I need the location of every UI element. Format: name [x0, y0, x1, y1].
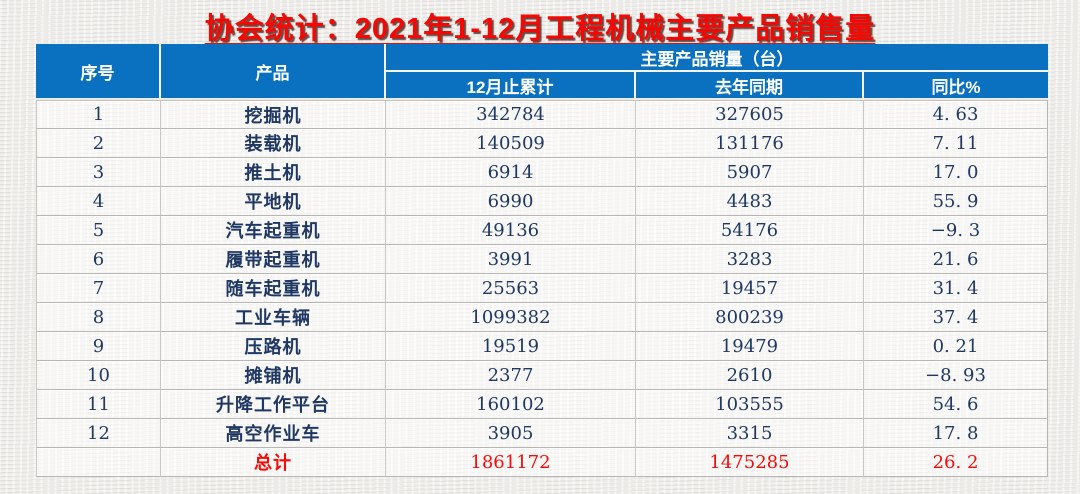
total-lastyear-value: 1475285: [636, 448, 864, 477]
row-index: 3: [36, 158, 161, 187]
yoy-value: −9. 3: [864, 216, 1048, 245]
total-row: 总计 1861172 1475285 26. 2: [36, 448, 1048, 477]
row-index: 9: [36, 332, 161, 361]
table-row: 4 平地机 6990 4483 55. 9: [36, 187, 1048, 216]
product-name: 摊铺机: [161, 361, 386, 390]
cumulative-value: 3991: [386, 245, 636, 274]
lastyear-value: 800239: [636, 303, 864, 332]
yoy-value: 37. 4: [864, 303, 1048, 332]
table-row: 12 高空作业车 3905 3315 17. 8: [36, 419, 1048, 448]
cumulative-value: 6914: [386, 158, 636, 187]
product-name: 压路机: [161, 332, 386, 361]
product-name: 履带起重机: [161, 245, 386, 274]
table-row: 10 摊铺机 2377 2610 −8. 93: [36, 361, 1048, 390]
lastyear-value: 19479: [636, 332, 864, 361]
row-index: 7: [36, 274, 161, 303]
table-row: 11 升降工作平台 160102 103555 54. 6: [36, 390, 1048, 419]
yoy-value: 4. 63: [864, 100, 1048, 129]
yoy-value: 54. 6: [864, 390, 1048, 419]
row-index: 1: [36, 100, 161, 129]
yoy-value: 0. 21: [864, 332, 1048, 361]
total-cumulative-value: 1861172: [386, 448, 636, 477]
table-row: 9 压路机 19519 19479 0. 21: [36, 332, 1048, 361]
cumulative-value: 140509: [386, 129, 636, 158]
row-index: 5: [36, 216, 161, 245]
lastyear-value: 131176: [636, 129, 864, 158]
col-header-yoy: 同比%: [864, 72, 1048, 100]
yoy-value: −8. 93: [864, 361, 1048, 390]
product-name: 汽车起重机: [161, 216, 386, 245]
total-yoy-value: 26. 2: [864, 448, 1048, 477]
product-name: 升降工作平台: [161, 390, 386, 419]
product-name: 工业车辆: [161, 303, 386, 332]
cumulative-value: 19519: [386, 332, 636, 361]
product-name: 推土机: [161, 158, 386, 187]
yoy-value: 21. 6: [864, 245, 1048, 274]
product-name: 随车起重机: [161, 274, 386, 303]
cumulative-value: 1099382: [386, 303, 636, 332]
lastyear-value: 103555: [636, 390, 864, 419]
row-index: 2: [36, 129, 161, 158]
row-index: 10: [36, 361, 161, 390]
cumulative-value: 2377: [386, 361, 636, 390]
total-row-empty-index: [36, 448, 161, 477]
product-name: 平地机: [161, 187, 386, 216]
row-index: 6: [36, 245, 161, 274]
lastyear-value: 3283: [636, 245, 864, 274]
row-index: 11: [36, 390, 161, 419]
col-header-index: 序号: [36, 44, 161, 100]
table-row: 2 装载机 140509 131176 7. 11: [36, 129, 1048, 158]
col-header-product: 产品: [161, 44, 386, 100]
cumulative-value: 6990: [386, 187, 636, 216]
total-label: 总计: [161, 448, 386, 477]
table-body: 1 挖掘机 342784 327605 4. 63 2 装载机 140509 1…: [36, 100, 1048, 477]
row-index: 12: [36, 419, 161, 448]
sales-table: 序号 产品 主要产品销量（台） 12月止累计 去年同期 同比% 1 挖掘机 34…: [36, 44, 1048, 477]
page-title: 协会统计：2021年1-12月工程机械主要产品销售量: [204, 13, 876, 45]
table-header: 序号 产品 主要产品销量（台） 12月止累计 去年同期 同比%: [36, 44, 1048, 100]
row-index: 8: [36, 303, 161, 332]
lastyear-value: 19457: [636, 274, 864, 303]
table-row: 5 汽车起重机 49136 54176 −9. 3: [36, 216, 1048, 245]
yoy-value: 55. 9: [864, 187, 1048, 216]
yoy-value: 17. 8: [864, 419, 1048, 448]
product-name: 装载机: [161, 129, 386, 158]
lastyear-value: 5907: [636, 158, 864, 187]
cumulative-value: 160102: [386, 390, 636, 419]
cumulative-value: 342784: [386, 100, 636, 129]
cumulative-value: 3905: [386, 419, 636, 448]
table-row: 3 推土机 6914 5907 17. 0: [36, 158, 1048, 187]
table-row: 7 随车起重机 25563 19457 31. 4: [36, 274, 1048, 303]
cumulative-value: 25563: [386, 274, 636, 303]
yoy-value: 17. 0: [864, 158, 1048, 187]
cumulative-value: 49136: [386, 216, 636, 245]
product-name: 挖掘机: [161, 100, 386, 129]
table-row: 8 工业车辆 1099382 800239 37. 4: [36, 303, 1048, 332]
yoy-value: 31. 4: [864, 274, 1048, 303]
lastyear-value: 327605: [636, 100, 864, 129]
lastyear-value: 3315: [636, 419, 864, 448]
product-name: 高空作业车: [161, 419, 386, 448]
lastyear-value: 4483: [636, 187, 864, 216]
lastyear-value: 2610: [636, 361, 864, 390]
row-index: 4: [36, 187, 161, 216]
col-header-cumulative: 12月止累计: [386, 72, 636, 100]
table-row: 6 履带起重机 3991 3283 21. 6: [36, 245, 1048, 274]
lastyear-value: 54176: [636, 216, 864, 245]
col-header-group: 主要产品销量（台）: [386, 44, 1048, 72]
table-row: 1 挖掘机 342784 327605 4. 63: [36, 100, 1048, 129]
yoy-value: 7. 11: [864, 129, 1048, 158]
col-header-lastyear: 去年同期: [636, 72, 864, 100]
